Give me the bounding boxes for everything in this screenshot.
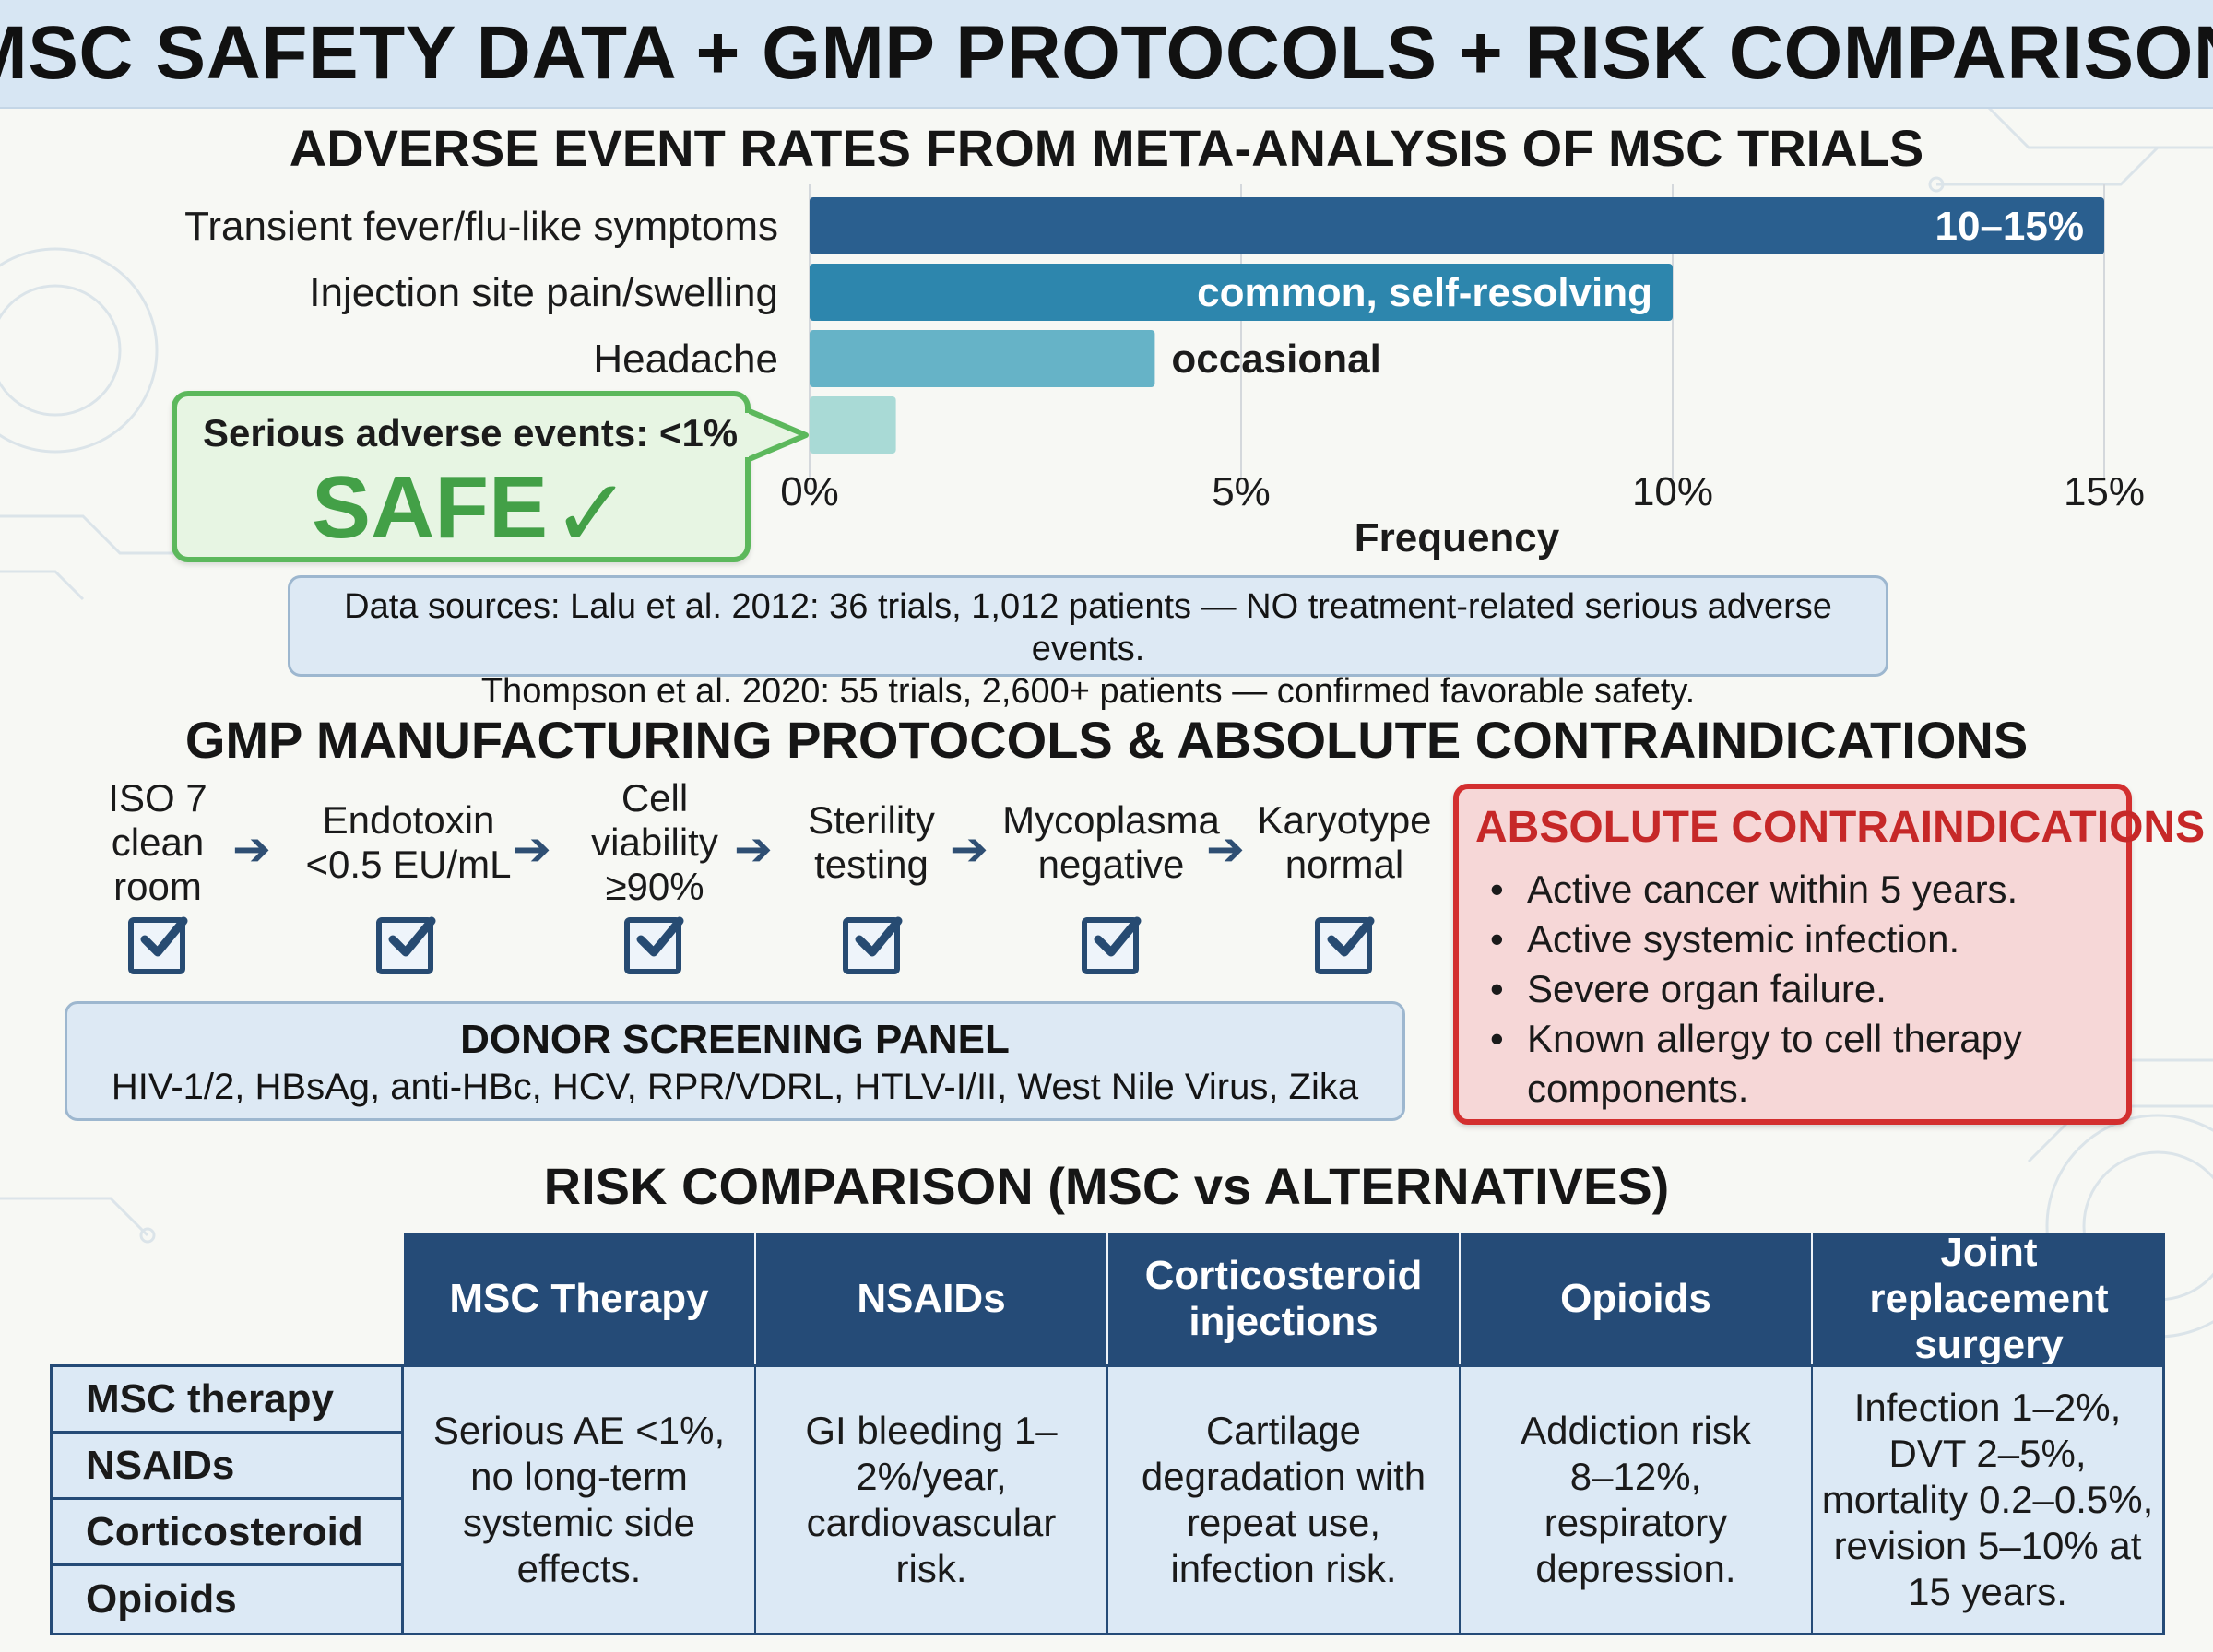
contraindications-list: Active cancer within 5 years. Active sys… [1486,865,2113,1114]
category-label: Transient fever/flu-like symptoms [184,204,778,249]
gmp-section-title: GMP MANUFACTURING PROTOCOLS & ABSOLUTE C… [184,711,2029,769]
donor-panel-tests: HIV-1/2, HBsAg, anti-HBc, HCV, RPR/VDRL,… [111,1067,1359,1107]
checkbox-checked-icon [843,916,903,974]
safe-callout: Serious adverse events: <1% SAFE ✓ [172,391,751,568]
gmp-step-viability: Cell viability ≥90% [591,776,718,908]
data-label: 10–15% [1935,204,2084,249]
table-cell-corticosteroid: Cartilage degradation with repeat use, i… [1108,1367,1461,1633]
gmp-step-endotoxin: Endotoxin <0.5 EU/mL [305,798,512,886]
list-item: Active cancer within 5 years. [1486,865,2113,914]
chart-section-title: ADVERSE EVENT RATES FROM META-ANALYSIS O… [289,119,1924,177]
donor-screening-panel: DONOR SCREENING PANEL HIV-1/2, HBsAg, an… [65,1001,1405,1121]
table-cell-joint-replacement: Infection 1–2%, DVT 2–5%, mortality 0.2–… [1813,1367,2162,1633]
tick-label: 15% [2064,469,2145,514]
table-cell-nsaids: GI bleeding 1–2%/year, cardiovascular ri… [756,1367,1108,1633]
bar [810,197,2104,254]
row-label-msc: MSC therapy [53,1367,401,1434]
category-label: Injection site pain/swelling [309,270,778,315]
check-icon: ✓ [551,461,633,568]
row-label-opioids: Opioids [53,1566,401,1633]
checkbox-checked-icon [1082,916,1142,974]
adverse-event-bar-chart: Transient fever/flu-like symptoms 10–15% I… [184,184,2145,560]
gmp-step-karyotype: Karyotype normal [1257,798,1432,886]
arrow-icon: ➔ [232,823,271,875]
table-body: Serious AE <1%, no long-term systemic si… [404,1364,2165,1635]
gmp-step-sterility: Sterility testing [808,798,935,886]
tick-label: 10% [1632,469,1713,514]
safe-badge: SAFE [312,458,549,557]
row-label-column: MSC therapy NSAIDs Corticosteroid Opioid… [50,1364,404,1635]
contraindications-title: ABSOLUTE CONTRAINDICATIONS [1475,803,2206,852]
arrow-icon: ➔ [1206,823,1245,875]
table-header-joint-replacement: Joint replacement surgery [1813,1230,2165,1367]
serious-ae-label: Serious adverse events: <1% [203,411,739,454]
table-header-corticosteroid: Corticosteroid injections [1108,1233,1461,1364]
x-axis-title: Frequency [1355,515,1560,560]
bar [810,264,1673,321]
table-header-nsaids: NSAIDs [756,1233,1108,1364]
checkbox-checked-icon [624,916,684,974]
table-header-msc: MSC Therapy [404,1233,756,1364]
row-label-corticosteroid: Corticosteroid [53,1500,401,1566]
table-header-opioids: Opioids [1461,1233,1813,1364]
callout-pointer [745,407,809,464]
arrow-icon: ➔ [734,823,773,875]
checkbox-checked-icon [1315,916,1375,974]
row-label-nsaids: NSAIDs [53,1434,401,1500]
contraindications-box: ABSOLUTE CONTRAINDICATIONS Active cancer… [1453,784,2205,1125]
bar [810,396,896,454]
bar [810,330,1155,387]
tick-label: 0% [780,469,839,514]
sources-line-2: Thompson et al. 2020: 55 trials, 2,600+ … [480,672,1696,711]
checkbox-checked-icon [128,916,188,974]
title-band: MSC SAFETY DATA + GMP PROTOCOLS + RISK C… [0,0,2213,109]
arrow-icon: ➔ [950,823,988,875]
checkbox-checked-icon [376,916,436,974]
list-item: Active systemic infection. [1486,914,2113,964]
list-item: Known allergy to cell therapy components… [1486,1014,2113,1114]
gmp-step-iso7: ISO 7 clean room [108,776,207,908]
data-label: common, self-resolving [1197,270,1652,315]
page-title: MSC SAFETY DATA + GMP PROTOCOLS + RISK C… [0,11,2213,95]
gmp-step-mycoplasma: Mycoplasma negative [1002,798,1220,886]
data-sources-box: Data sources: Lalu et al. 2012: 36 trial… [288,575,1888,711]
tick-label: 5% [1212,469,1271,514]
data-label: occasional [1171,336,1380,382]
arrow-icon: ➔ [513,823,551,875]
donor-panel-title: DONOR SCREENING PANEL [460,1017,1010,1062]
list-item: Severe organ failure. [1486,964,2113,1014]
table-cell-msc: Serious AE <1%, no long-term systemic si… [404,1367,756,1633]
risk-table: MSC Therapy NSAIDs Corticosteroid inject… [50,1230,2165,1637]
risk-section-title: RISK COMPARISON (MSC vs ALTERNATIVES) [543,1157,1670,1215]
table-cell-opioids: Addiction risk 8–12%, respiratory depres… [1461,1367,1813,1633]
category-label: Headache [593,336,778,382]
sources-line-1: Data sources: Lalu et al. 2012: 36 trial… [344,587,1832,668]
